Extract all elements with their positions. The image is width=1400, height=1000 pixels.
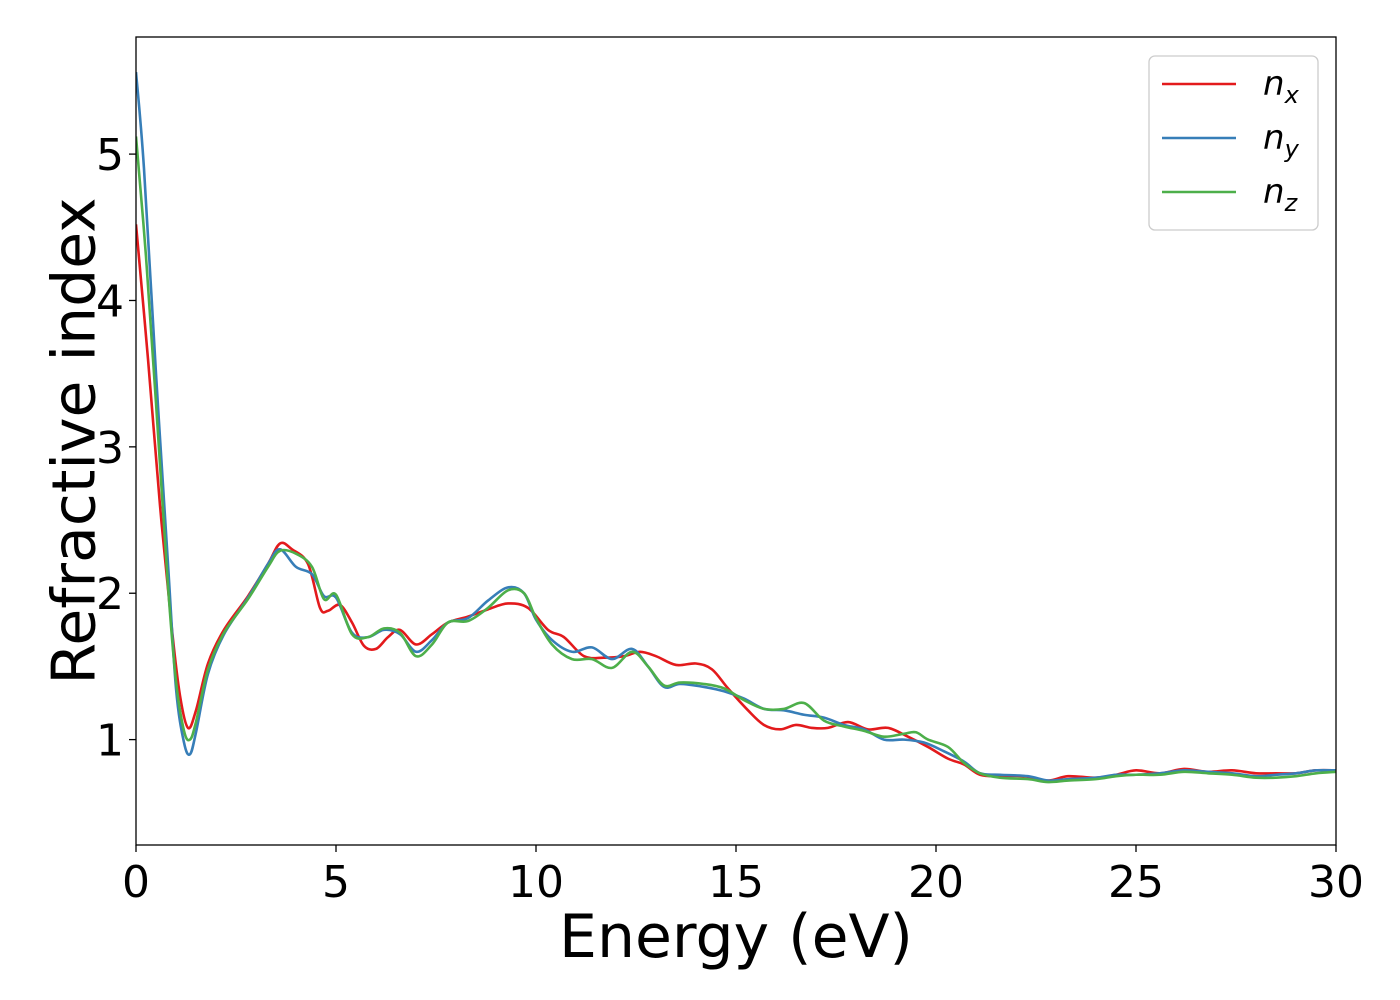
x-tick-label: 15 <box>708 857 764 908</box>
ticks-layer: 0 5 10 15 20 25 30 1 2 3 4 5 <box>96 130 1364 908</box>
y-tick-label: 4 <box>96 276 124 327</box>
x-tick-label: 5 <box>322 857 350 908</box>
y-tick-label: 1 <box>96 716 124 767</box>
y-tick-label: 5 <box>96 130 124 181</box>
y-tick-label: 3 <box>96 423 124 474</box>
series-line-n-z <box>136 136 1336 784</box>
x-axis-title: Energy (eV) <box>559 902 913 972</box>
series-layer <box>136 72 1336 784</box>
y-tick-label: 2 <box>96 569 124 620</box>
series-line-n-x <box>136 224 1336 782</box>
x-tick-label: 25 <box>1108 857 1164 908</box>
y-axis-title: Refractive index <box>40 197 110 684</box>
x-tick-label: 20 <box>908 857 964 908</box>
x-tick-label: 10 <box>508 857 564 908</box>
x-tick-label: 0 <box>122 857 150 908</box>
x-tick-label: 30 <box>1308 857 1364 908</box>
legend-box <box>1148 55 1319 231</box>
